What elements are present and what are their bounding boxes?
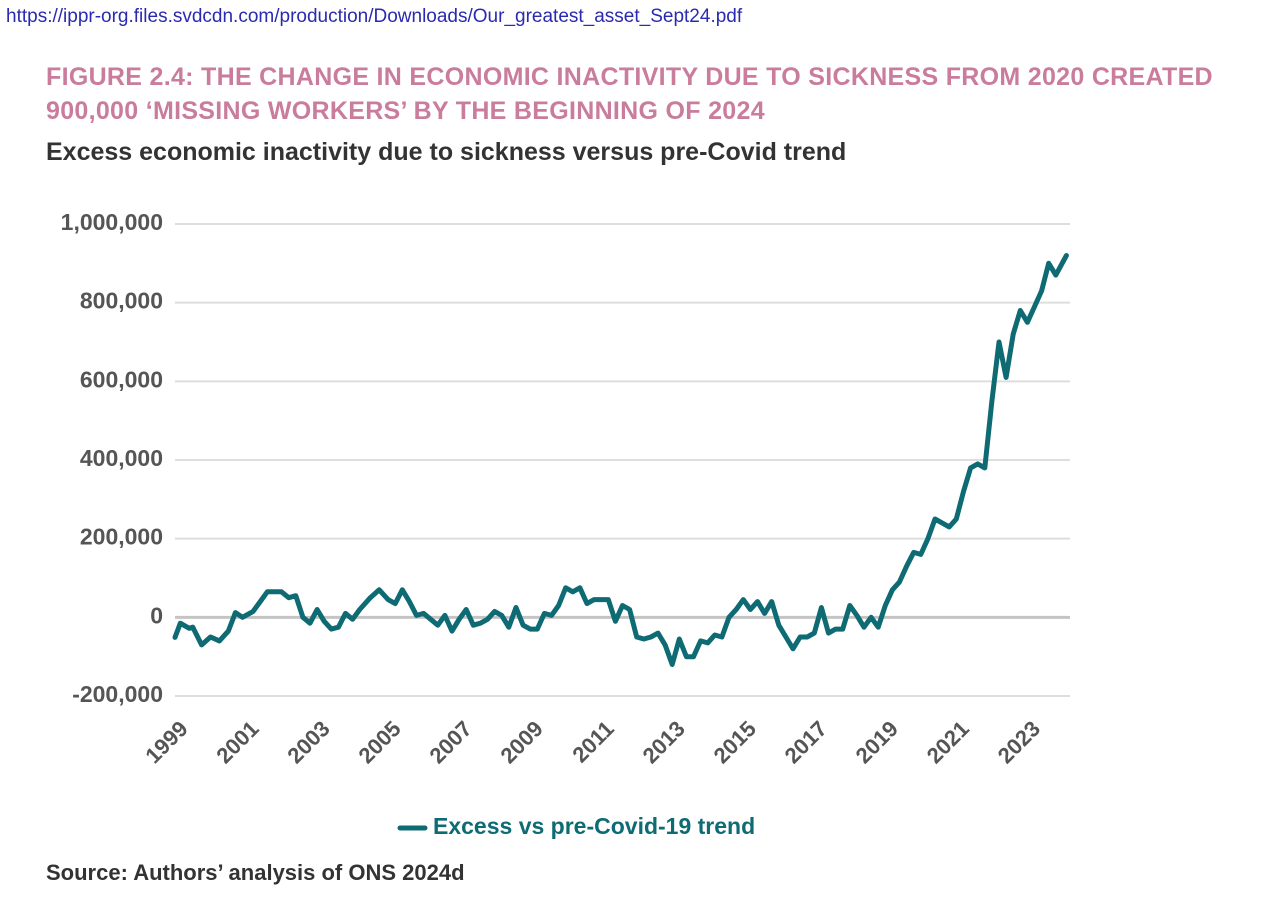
y-tick-label: 600,000 <box>80 366 163 392</box>
x-tick-label: 2017 <box>780 716 832 768</box>
line-series <box>172 253 1069 667</box>
x-tick-label: 2007 <box>424 716 476 768</box>
x-tick-label: 2009 <box>496 716 548 768</box>
x-tick-label: 2011 <box>567 716 618 767</box>
source-note: Source: Authors’ analysis of ONS 2024d <box>46 860 465 885</box>
x-tick-label: 2023 <box>993 716 1045 768</box>
x-tick-label: 2013 <box>638 716 690 768</box>
y-tick-label: 1,000,000 <box>61 209 163 235</box>
x-tick-label: 2021 <box>922 716 974 768</box>
x-tick-label: 2005 <box>353 716 405 768</box>
x-tick-label: 2003 <box>282 716 334 768</box>
y-tick-label: 800,000 <box>80 288 163 314</box>
y-tick-label: 200,000 <box>80 524 163 550</box>
legend-label: Excess vs pre-Covid-19 trend <box>433 813 755 839</box>
x-tick-label: 2019 <box>851 716 903 768</box>
x-tick-label: 2001 <box>211 716 263 768</box>
y-tick-label: 400,000 <box>80 445 163 471</box>
chart-subtitle: Excess economic inactivity due to sickne… <box>46 138 847 166</box>
y-tick-label: 0 <box>150 602 163 628</box>
chart-title: FIGURE 2.4: THE CHANGE IN ECONOMIC INACT… <box>46 63 1213 125</box>
source-url[interactable]: https://ippr-org.files.svdcdn.com/produc… <box>6 6 743 27</box>
x-tick-label: 1999 <box>140 716 192 768</box>
x-tick-label: 2015 <box>709 716 761 768</box>
y-tick-label: -200,000 <box>72 681 163 707</box>
